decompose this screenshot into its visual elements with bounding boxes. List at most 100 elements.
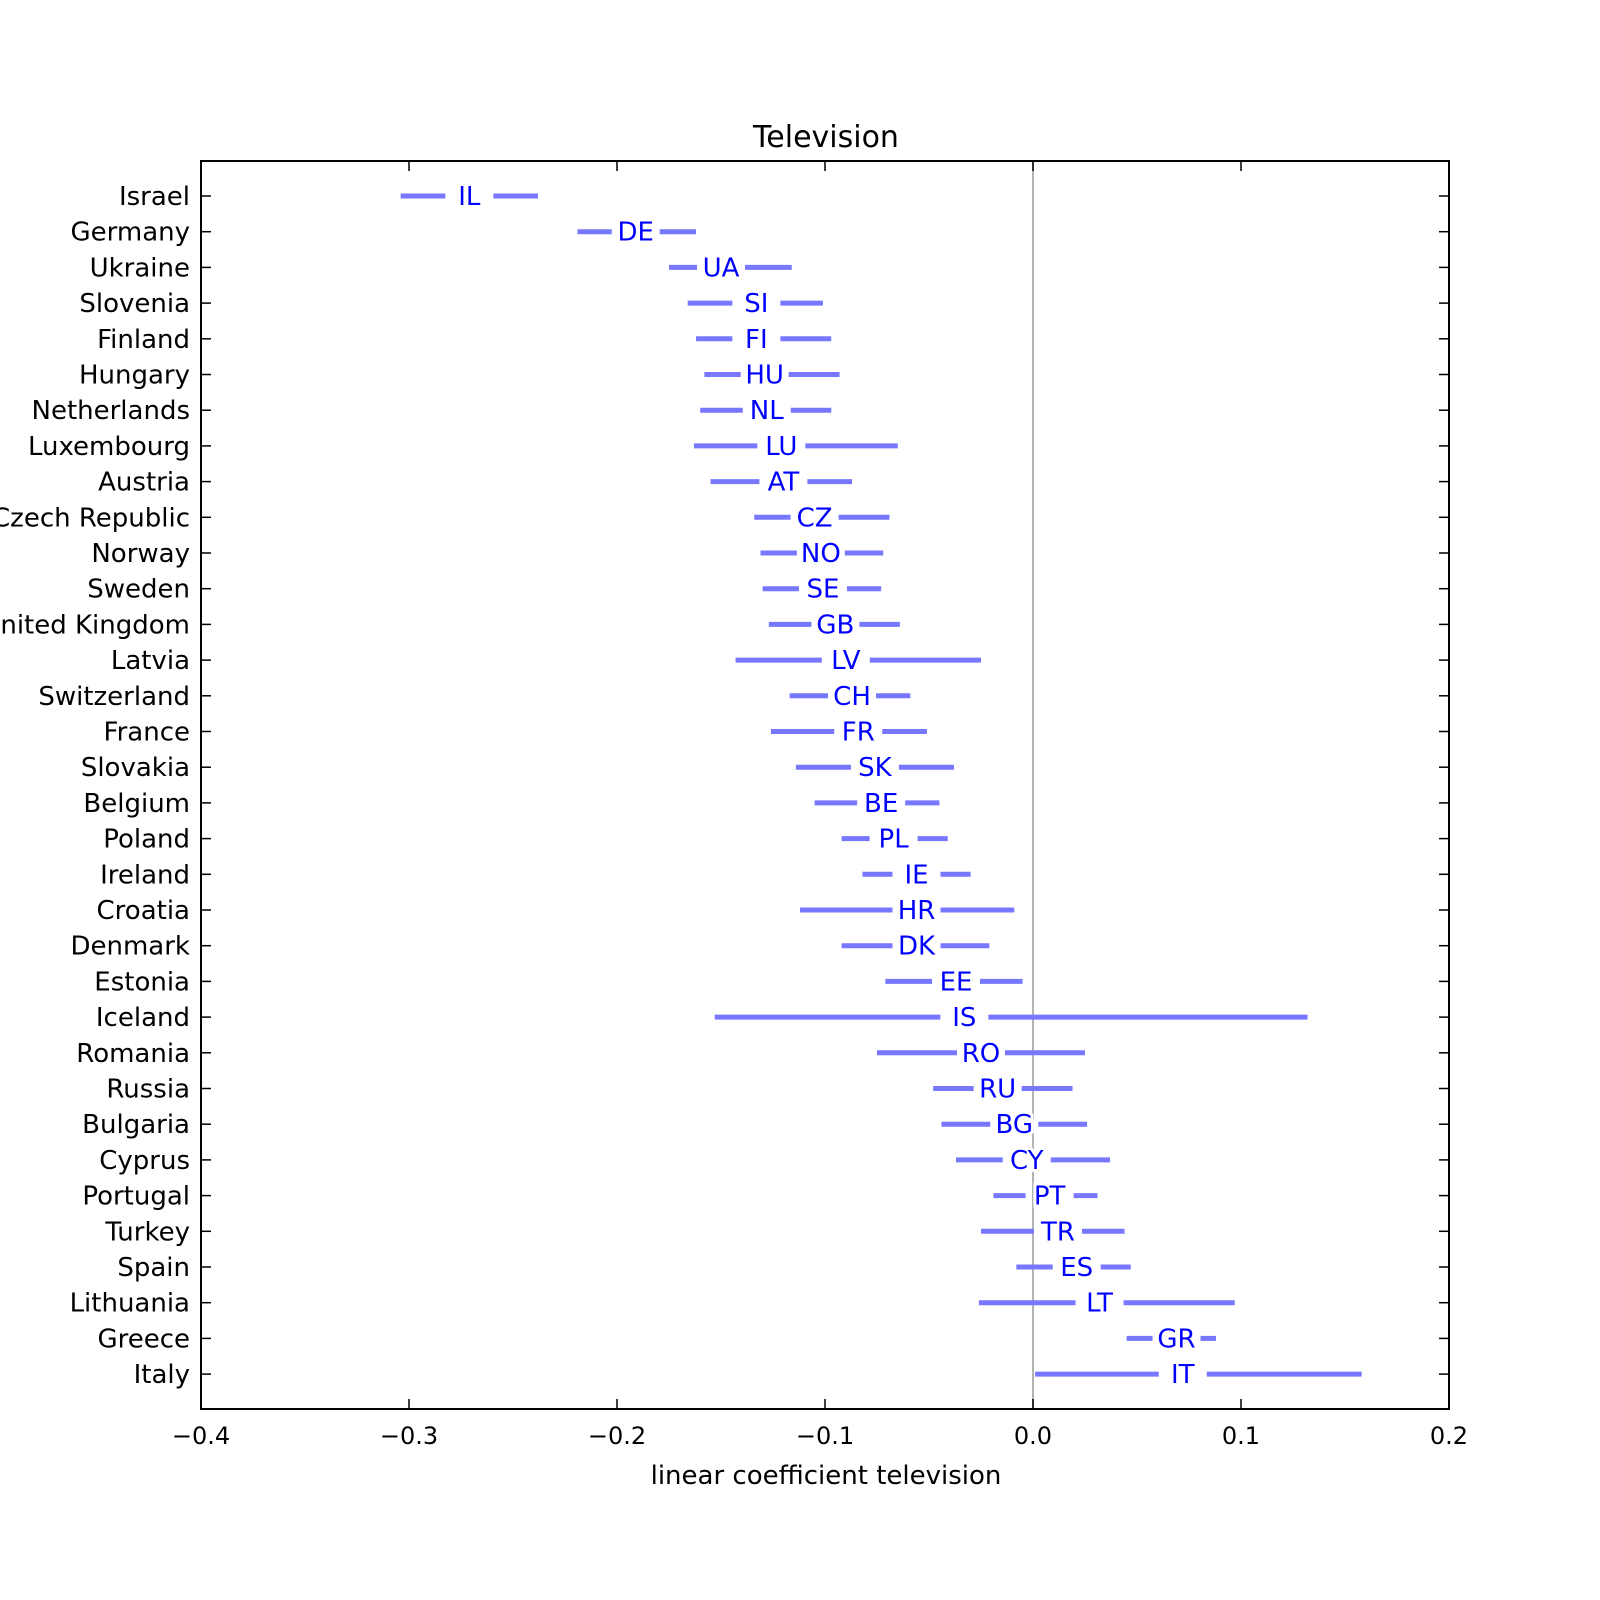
code-label-halo-hu: HU bbox=[745, 361, 784, 391]
y-tick-label-hr: Croatia bbox=[97, 896, 190, 926]
code-label-halo-cy: CY bbox=[1010, 1146, 1044, 1176]
y-tick-label-ua: Ukraine bbox=[90, 253, 190, 283]
code-label-halo-ua: UA bbox=[703, 253, 740, 283]
y-tick-label-pt: Portugal bbox=[82, 1182, 190, 1212]
y-tick-label-ro: Romania bbox=[76, 1039, 190, 1069]
code-label-halo-pt: PT bbox=[1034, 1182, 1066, 1212]
code-label-ie: IE bbox=[904, 860, 928, 890]
x-tick-label-0: −0.4 bbox=[172, 1422, 230, 1450]
y-tick-label-it: Italy bbox=[134, 1360, 190, 1390]
y-tick-label-dk: Denmark bbox=[70, 932, 190, 962]
x-tick-label-4: 0.0 bbox=[1014, 1422, 1052, 1450]
y-tick-label-gb: United Kingdom bbox=[0, 610, 190, 640]
y-tick-label-fr: France bbox=[104, 718, 190, 748]
y-tick-label-se: Sweden bbox=[87, 575, 190, 605]
code-label-halo-nl: NL bbox=[750, 396, 784, 426]
code-label-cy: CY bbox=[1010, 1146, 1044, 1176]
code-label-bg: BG bbox=[996, 1110, 1034, 1140]
code-label-halo-ie: IE bbox=[904, 860, 928, 890]
code-label-halo-at: AT bbox=[768, 468, 800, 498]
y-tick-label-ie: Ireland bbox=[100, 860, 190, 890]
x-tick-label-1: −0.3 bbox=[380, 1422, 438, 1450]
chart-marks: ILILDEDEUAUASISIFIFIHUHUNLNLLULUATATCZCZ… bbox=[400, 161, 1362, 1409]
code-label-halo-lv: LV bbox=[831, 646, 861, 676]
y-tick-label-be: Belgium bbox=[83, 789, 190, 819]
code-label-ua: UA bbox=[703, 253, 740, 283]
code-label-cz: CZ bbox=[797, 503, 833, 533]
y-tick-label-at: Austria bbox=[98, 468, 190, 498]
code-label-ro: RO bbox=[962, 1039, 1001, 1069]
code-label-is: IS bbox=[952, 1003, 976, 1033]
y-tick-label-es: Spain bbox=[117, 1253, 190, 1283]
code-label-gr: GR bbox=[1157, 1324, 1195, 1354]
y-tick-label-is: Iceland bbox=[96, 1003, 190, 1033]
y-tick-label-cz: Czech Republic bbox=[0, 503, 190, 533]
code-label-halo-be: BE bbox=[864, 789, 898, 819]
code-label-halo-il: IL bbox=[458, 182, 481, 212]
x-tick-label-5: 0.1 bbox=[1222, 1422, 1260, 1450]
x-tick-label-6: 0.2 bbox=[1430, 1422, 1468, 1450]
code-label-halo-gb: GB bbox=[816, 610, 854, 640]
code-label-ee: EE bbox=[940, 967, 973, 997]
code-label-halo-hr: HR bbox=[898, 896, 936, 926]
code-label-de: DE bbox=[617, 218, 653, 248]
y-tick-label-fi: Finland bbox=[97, 325, 190, 355]
code-label-halo-it: IT bbox=[1171, 1360, 1195, 1390]
code-label-halo-gr: GR bbox=[1157, 1324, 1195, 1354]
y-tick-label-si: Slovenia bbox=[79, 289, 190, 319]
y-tick-label-lv: Latvia bbox=[111, 646, 190, 676]
code-label-halo-lu: LU bbox=[765, 432, 797, 462]
code-label-pt: PT bbox=[1034, 1182, 1066, 1212]
x-tick-label-2: −0.2 bbox=[588, 1422, 646, 1450]
code-label-halo-lt: LT bbox=[1086, 1289, 1113, 1319]
code-label-ch: CH bbox=[833, 682, 871, 712]
code-label-se: SE bbox=[806, 575, 839, 605]
y-tick-label-bg: Bulgaria bbox=[82, 1110, 190, 1140]
code-label-tr: TR bbox=[1040, 1217, 1075, 1247]
code-label-halo-ch: CH bbox=[833, 682, 871, 712]
y-tick-label-ru: Russia bbox=[106, 1075, 190, 1105]
code-label-hu: HU bbox=[745, 361, 784, 391]
code-label-gb: GB bbox=[816, 610, 854, 640]
code-label-si: SI bbox=[744, 289, 768, 319]
code-label-fi: FI bbox=[745, 325, 768, 355]
code-label-halo-ee: EE bbox=[940, 967, 973, 997]
code-label-es: ES bbox=[1060, 1253, 1093, 1283]
code-label-lt: LT bbox=[1086, 1289, 1113, 1319]
code-label-sk: SK bbox=[858, 753, 893, 783]
y-tick-label-tr: Turkey bbox=[104, 1217, 190, 1247]
code-label-halo-cz: CZ bbox=[797, 503, 833, 533]
y-tick-label-de: Germany bbox=[70, 218, 190, 248]
code-label-halo-dk: DK bbox=[898, 932, 936, 962]
code-label-halo-de: DE bbox=[617, 218, 653, 248]
y-tick-label-il: Israel bbox=[119, 182, 190, 212]
code-label-lu: LU bbox=[765, 432, 797, 462]
code-label-it: IT bbox=[1171, 1360, 1195, 1390]
y-tick-label-no: Norway bbox=[91, 539, 190, 569]
code-label-lv: LV bbox=[831, 646, 861, 676]
code-label-pl: PL bbox=[879, 825, 910, 855]
y-tick-label-lu: Luxembourg bbox=[28, 432, 190, 462]
code-label-halo-es: ES bbox=[1060, 1253, 1093, 1283]
code-label-halo-is: IS bbox=[952, 1003, 976, 1033]
x-tick-label-3: −0.1 bbox=[796, 1422, 854, 1450]
code-label-halo-pl: PL bbox=[879, 825, 910, 855]
code-label-halo-fr: FR bbox=[842, 718, 875, 748]
code-label-halo-tr: TR bbox=[1040, 1217, 1075, 1247]
plot-frame bbox=[200, 160, 1450, 1410]
code-label-halo-se: SE bbox=[806, 575, 839, 605]
code-label-fr: FR bbox=[842, 718, 875, 748]
code-label-halo-ru: RU bbox=[979, 1075, 1016, 1105]
y-tick-label-sk: Slovakia bbox=[81, 753, 190, 783]
y-tick-label-nl: Netherlands bbox=[32, 396, 191, 426]
code-label-halo-bg: BG bbox=[996, 1110, 1034, 1140]
code-label-be: BE bbox=[864, 789, 898, 819]
y-tick-label-pl: Poland bbox=[103, 825, 190, 855]
code-label-halo-si: SI bbox=[744, 289, 768, 319]
chart-title: Television bbox=[752, 120, 899, 155]
y-tick-label-ee: Estonia bbox=[94, 967, 190, 997]
x-axis: −0.4 −0.3 −0.2 −0.1 0.0 0.1 0.2 bbox=[172, 161, 1468, 1450]
code-label-no: NO bbox=[801, 539, 841, 569]
code-label-halo-ro: RO bbox=[962, 1039, 1001, 1069]
